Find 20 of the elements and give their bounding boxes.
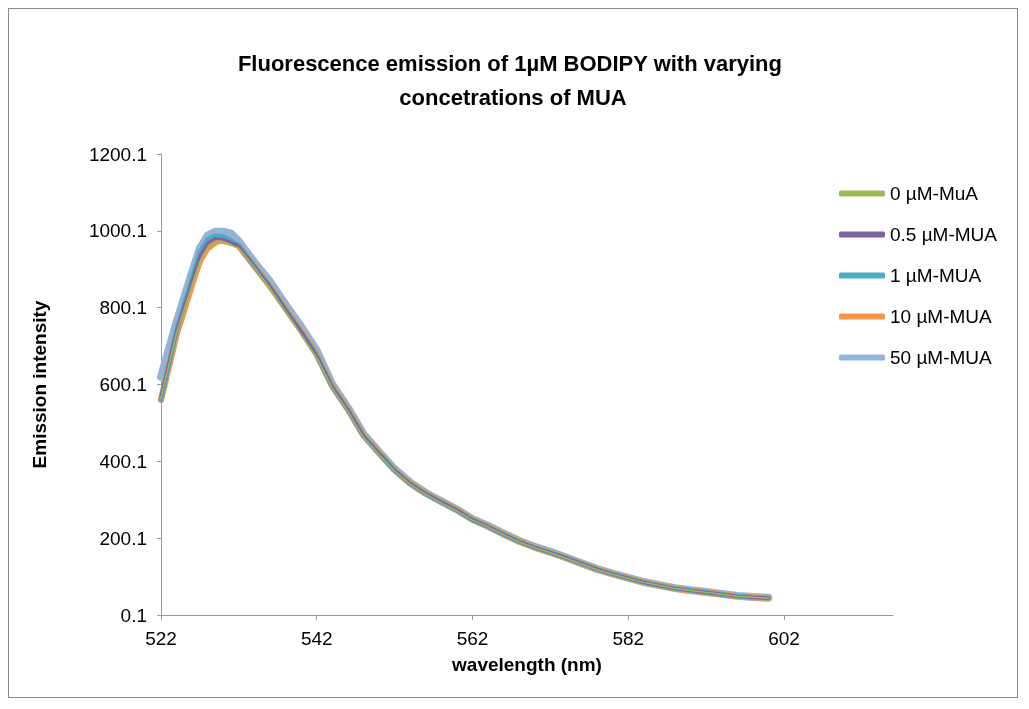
legend-label: 1 µM-MUA bbox=[889, 265, 982, 286]
x-tick-label: 522 bbox=[145, 628, 177, 649]
x-tick-label: 602 bbox=[768, 628, 800, 649]
legend-label: 10 µM-MUA bbox=[889, 306, 993, 327]
x-axis-title: wavelength (nm) bbox=[451, 654, 602, 675]
y-tick-label: 200.1 bbox=[99, 527, 147, 549]
x-tick-label: 582 bbox=[612, 628, 645, 649]
x-tick-label: 562 bbox=[456, 628, 489, 649]
x-tick-label: 542 bbox=[300, 628, 333, 649]
legend-label: 50 µM-MUA bbox=[889, 347, 993, 368]
legend-label: 0.5 µM-MUA bbox=[889, 224, 998, 245]
y-tick-label: 1200.1 bbox=[88, 143, 147, 165]
chart-title: Fluorescence emission of 1µM BODIPY with varying concetrations of MUA bbox=[237, 50, 789, 110]
y-tick-label: 0.1 bbox=[120, 604, 147, 626]
y-axis-title: Emission intensity bbox=[29, 300, 50, 469]
y-tick-label: 400.1 bbox=[99, 450, 147, 472]
y-tick-label: 600.1 bbox=[99, 374, 147, 395]
y-tick-label: 800.1 bbox=[99, 297, 147, 319]
legend-label: 0 µM-MuA bbox=[889, 183, 979, 204]
y-tick-label: 1000.1 bbox=[88, 220, 147, 242]
